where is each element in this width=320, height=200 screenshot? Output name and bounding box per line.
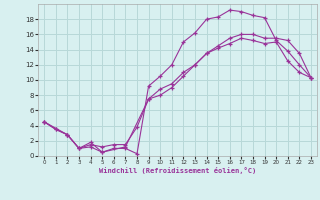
X-axis label: Windchill (Refroidissement éolien,°C): Windchill (Refroidissement éolien,°C) — [99, 167, 256, 174]
